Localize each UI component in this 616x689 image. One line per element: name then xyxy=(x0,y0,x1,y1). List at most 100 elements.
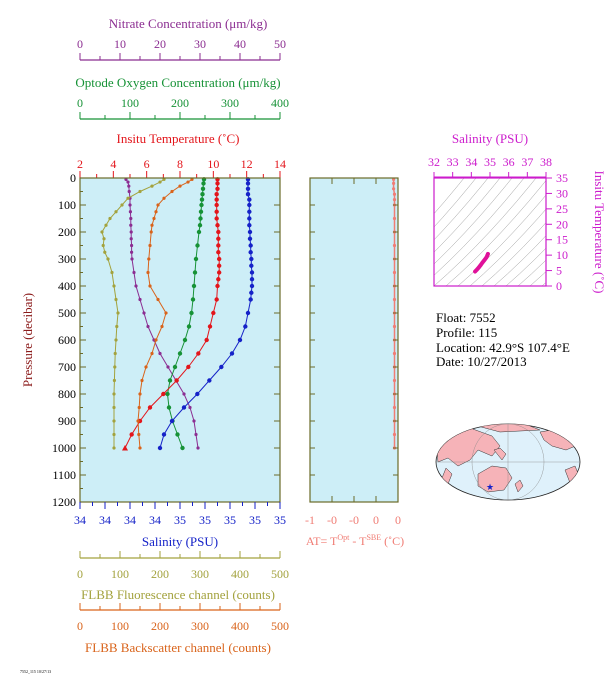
fluorescence-ticks: 0 100 200 300 400 500 xyxy=(77,551,289,581)
ts-density-contour xyxy=(529,271,546,286)
world-map: ★ xyxy=(435,423,581,501)
nit-point xyxy=(158,351,162,356)
oxy-point xyxy=(172,364,178,370)
salinity-ticks: 34 34 34 34 35 35 35 35 35 xyxy=(74,502,286,527)
temp-point xyxy=(216,263,222,268)
ts-salinity-label: Salinity (PSU) xyxy=(452,131,528,146)
delta-t-point xyxy=(392,192,397,196)
oxy-point xyxy=(195,243,200,248)
backscatter-ticks: 0 100 200 300 400 500 xyxy=(77,603,289,633)
fl-point xyxy=(126,196,130,200)
backscatter-axis: 0 100 200 300 400 500 FLBB Backscatter channe… xyxy=(77,603,289,655)
bb-point xyxy=(144,365,148,369)
oxy-point xyxy=(165,391,170,397)
bb-point xyxy=(150,351,154,356)
fl-point xyxy=(106,257,110,261)
fl-tick-label: 300 xyxy=(191,567,209,581)
fl-point xyxy=(150,184,154,188)
nitrate-axis: Nitrate Concentration (μm/kg) 0 10 20 30 40 5… xyxy=(77,16,286,61)
bb-point xyxy=(156,297,160,302)
fl-point xyxy=(113,351,117,356)
sal-point xyxy=(249,256,254,262)
bb-point xyxy=(186,180,190,184)
nit-tick-label: 10 xyxy=(114,37,126,51)
nit-point xyxy=(194,432,198,437)
bb-tick-label: 500 xyxy=(271,619,289,633)
nit-tick-label: 50 xyxy=(274,37,286,51)
ts-salinity-ticks: 32 33 34 35 36 37 38 xyxy=(428,155,552,178)
bb-point xyxy=(137,405,141,410)
sal-point xyxy=(219,364,224,370)
main-panel: Pressure (decibar) 0 100 200 300 400 500 600 70… xyxy=(20,171,286,549)
nitrate-ticks: 0 10 20 30 40 50 xyxy=(77,37,286,60)
main-series xyxy=(100,177,255,451)
oxy-point xyxy=(191,283,197,289)
sal-tick-label: 35 xyxy=(274,513,286,527)
sal-point xyxy=(248,297,253,302)
footer-note: 7552_115 10/27/13 xyxy=(20,669,51,674)
nit-point xyxy=(130,243,134,248)
delta-t-point xyxy=(392,378,397,383)
nit-tick-label: 30 xyxy=(194,37,206,51)
location: Location: 42.9°S 107.4°E xyxy=(436,340,570,355)
nit-point xyxy=(132,270,136,275)
ts-density-contours xyxy=(434,168,616,286)
oxy-point xyxy=(200,186,206,191)
temp-point xyxy=(216,256,222,262)
fl-tick-label: 0 xyxy=(77,567,83,581)
oxy-tick-label: 0 xyxy=(77,96,83,110)
ts-x-tick-label: 35 xyxy=(484,155,496,169)
bb-point xyxy=(149,230,153,234)
pressure-tick-label: 1000 xyxy=(52,441,76,455)
temp-point xyxy=(147,405,153,410)
oxy-point xyxy=(190,297,196,302)
bb-point xyxy=(150,223,154,227)
ts-density-contour xyxy=(434,178,465,215)
sal-point xyxy=(229,351,235,356)
bb-point xyxy=(160,324,164,329)
nit-point xyxy=(129,237,133,241)
delta-t-point xyxy=(392,405,397,410)
sal-point xyxy=(195,391,200,397)
fl-point xyxy=(112,392,116,396)
ts-point xyxy=(477,265,481,270)
nit-point xyxy=(129,216,133,221)
temp-point xyxy=(196,351,201,356)
delta-t-tick-label: -0 xyxy=(349,513,359,527)
oxy-point xyxy=(177,351,183,356)
fl-point xyxy=(104,223,108,227)
fl-point xyxy=(114,297,118,302)
temp-point xyxy=(204,337,209,343)
bb-tick-label: 100 xyxy=(111,619,129,633)
pressure-tick-label: 1100 xyxy=(52,468,76,482)
ts-density-contour xyxy=(434,178,477,228)
pressure-tick-label: 1200 xyxy=(52,495,76,509)
delta-t-point xyxy=(392,297,397,302)
nit-point xyxy=(129,223,133,227)
fl-point xyxy=(113,365,117,369)
delta-t-ticks: -1 -0 -0 0 0 xyxy=(305,177,401,527)
pressure-tick-label: 500 xyxy=(58,306,76,320)
fl-point xyxy=(115,324,119,329)
fl-point xyxy=(112,419,116,423)
pressure-ticks: 0 100 200 300 400 500 600 700 800 900 1000 1100 1200 xyxy=(52,171,280,509)
ts-density-contour xyxy=(445,180,546,286)
ts-density-contour xyxy=(566,168,616,286)
sal-point xyxy=(245,181,251,186)
sal-tick-label: 35 xyxy=(174,513,186,527)
sal-point xyxy=(247,236,253,241)
delta-t-panel-background xyxy=(310,178,398,502)
ts-temperature-label: Insitu Temperature (˚C) xyxy=(592,170,607,293)
oxy-point xyxy=(166,405,172,410)
sal-point xyxy=(245,192,251,197)
oxy-point xyxy=(196,229,202,235)
oxy-tick-label: 400 xyxy=(271,96,289,110)
bb-point xyxy=(136,419,140,423)
pressure-tick-label: 600 xyxy=(58,333,76,347)
fl-point xyxy=(110,270,114,275)
ts-y-tick-label: 10 xyxy=(556,248,568,262)
delta-t-point xyxy=(392,432,397,437)
ts-density-contour xyxy=(457,194,546,286)
sal-point xyxy=(247,229,253,235)
pressure-tick-label: 200 xyxy=(58,225,76,239)
